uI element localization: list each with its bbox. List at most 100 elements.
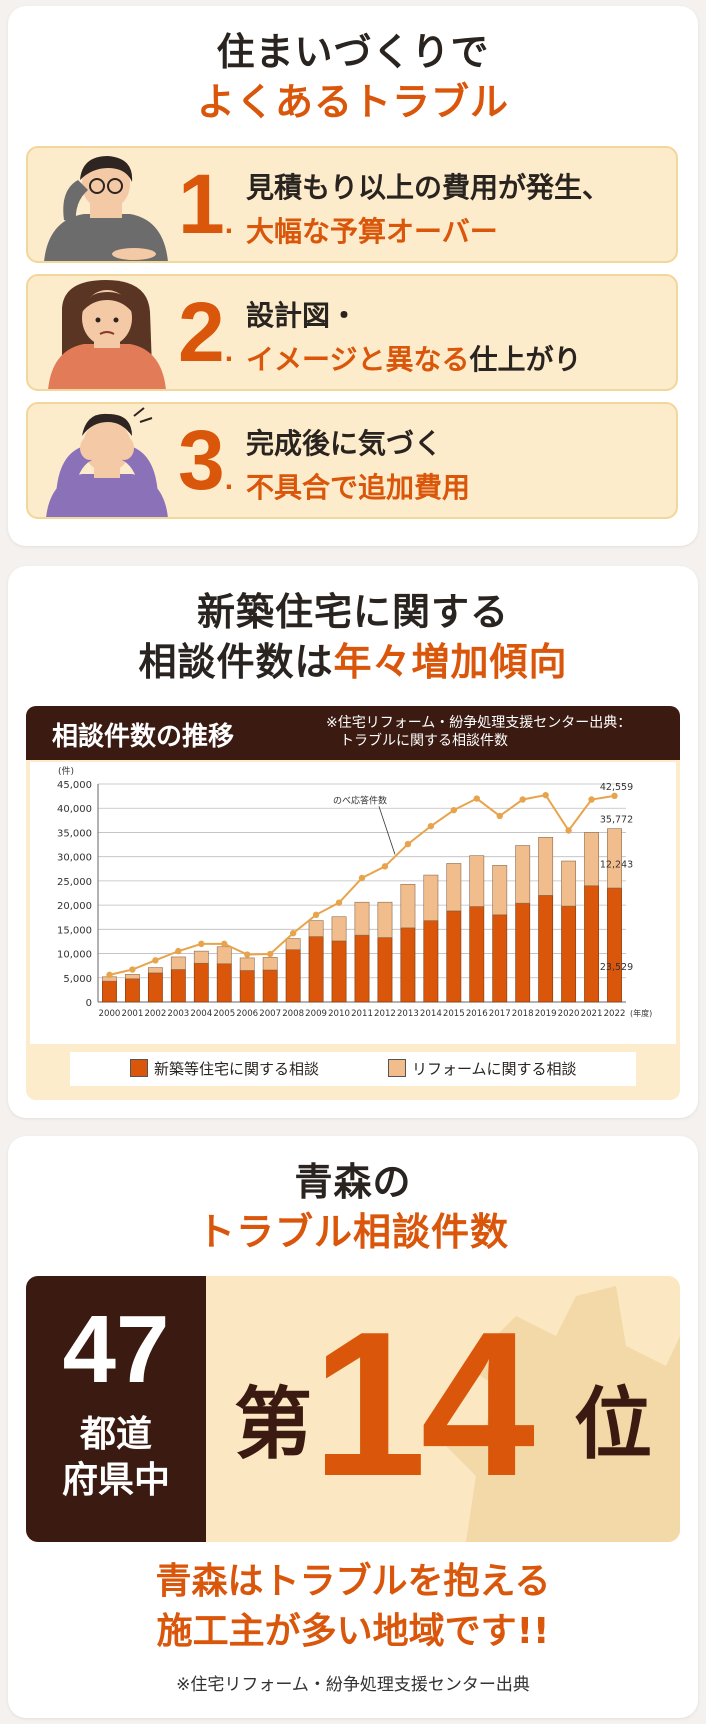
bar-reform-2009	[308, 920, 324, 937]
trouble-item-2: 2. 設計図・ イメージと異なる仕上がり	[26, 274, 678, 391]
closing-line2: 施工主が多い地域です!!	[156, 1611, 550, 1652]
bar-new-2022	[607, 887, 622, 1003]
bar-new-2001	[125, 978, 140, 1003]
consultation-chart: 0 5,000 10,000 15,000 20,000 25,000 30,000 35,0…	[30, 762, 676, 1044]
line-point-2022	[611, 792, 618, 800]
line-label-leader	[378, 806, 396, 855]
line-point-2006	[244, 951, 251, 958]
data-label-reform-last: 12,243	[600, 859, 633, 870]
trend-title-line1: 新築住宅に関する	[196, 590, 509, 634]
bar-new-2018	[515, 902, 531, 1003]
bar-reform-2010	[331, 916, 347, 942]
line-point-2008	[289, 930, 297, 937]
bar-new-2013	[400, 927, 416, 1003]
x-tick-label: 2005	[213, 1009, 235, 1019]
bar-reform-2008	[285, 938, 301, 950]
rank-panel: 47 都道 府県中 第 14 位	[26, 1276, 680, 1542]
bar-new-2000	[102, 980, 117, 1003]
bar-reform-2021	[584, 832, 599, 887]
x-tick-label: 2012	[374, 1009, 396, 1019]
trouble-1-line1: 見積もり以上の費用が発生、	[246, 171, 611, 204]
trouble-item-3: 3. 完成後に気づく 不具合で追加費用	[26, 402, 678, 519]
line-point-2002	[152, 957, 159, 964]
consultation-trend-card: 新築住宅に関する 相談件数は年々増加傾向 相談件数の推移 ※住宅リフォーム・紛争…	[8, 566, 698, 1118]
bar-reform-2019	[538, 836, 554, 896]
chart-title: 相談件数の推移	[52, 722, 235, 752]
line-point-2015	[450, 806, 458, 814]
x-tick-label: 2002	[144, 1009, 166, 1019]
line-point-2000	[106, 971, 113, 979]
bar-new-2009	[308, 936, 324, 1003]
line-point-2014	[427, 822, 435, 830]
bar-new-2021	[584, 885, 599, 1003]
x-tick-label: 2017	[489, 1009, 511, 1019]
line-point-2010	[335, 899, 343, 906]
y-tick-label: 25,000	[57, 877, 92, 888]
bar-reform-2007	[262, 957, 278, 971]
y-unit-label: (件)	[58, 765, 74, 777]
bar-new-2019	[538, 895, 554, 1003]
x-tick-label: 2008	[282, 1009, 304, 1019]
aomori-rank-card: 青森の トラブル相談件数 47 都道 府県中 第 14 位 青森はトラブルを抱え…	[8, 1136, 698, 1718]
chart-panel: 相談件数の推移 ※住宅リフォーム・紛争処理支援センター出典： トラブルに関する相…	[26, 706, 680, 1100]
head-in-hands-illustration	[46, 407, 168, 517]
trouble-2-line1: 設計図・	[246, 299, 359, 332]
bar-reform-2017	[492, 865, 508, 916]
line-point-2021	[588, 796, 595, 803]
bar-reform-2006	[239, 957, 255, 971]
y-tick-label: 0	[86, 998, 92, 1009]
x-tick-label: 2003	[167, 1009, 189, 1019]
line-point-2013	[404, 840, 412, 848]
x-tick-label: 2016	[466, 1009, 488, 1019]
x-tick-label: 2001	[121, 1009, 143, 1019]
bar-reform-2015	[446, 863, 462, 912]
chart-source: ※住宅リフォーム・紛争処理支援センター出典： トラブルに関する相談件数	[326, 715, 632, 749]
bar-new-2014	[423, 920, 439, 1003]
y-tick-label: 35,000	[57, 828, 92, 839]
bar-reform-2022	[607, 828, 622, 889]
x-tick-label: 2022	[604, 1009, 626, 1019]
legend-item-reform: リフォームに関する相談	[388, 1058, 577, 1079]
line-point-2009	[312, 911, 320, 918]
x-tick-label: 2013	[397, 1009, 419, 1019]
aomori-map-silhouette	[446, 1286, 680, 1542]
troubles-title-line1: 住まいづくりで	[216, 30, 490, 74]
line-point-2005	[221, 940, 228, 948]
bar-reform-2011	[354, 901, 370, 936]
bar-new-2004	[193, 962, 209, 1003]
x-tick-label: 2007	[259, 1009, 281, 1019]
bar-new-2002	[147, 972, 163, 1003]
x-unit-label: (年度)	[630, 1008, 652, 1018]
x-tick-label: 2020	[558, 1009, 580, 1019]
data-label-total-last: 35,772	[600, 815, 633, 826]
bar-reform-2012	[377, 901, 393, 938]
y-tick-label: 10,000	[57, 950, 92, 961]
bar-new-2008	[285, 949, 301, 1003]
line-point-2018	[519, 796, 526, 803]
trend-title-line2: 相談件数は年々増加傾向	[138, 640, 568, 684]
y-tick-label: 45,000	[57, 780, 92, 791]
x-tick-label: 2004	[190, 1009, 212, 1019]
bar-reform-2018	[515, 845, 531, 904]
bar-reform-2004	[193, 950, 209, 964]
line-point-2001	[129, 966, 136, 973]
bar-new-2015	[446, 910, 462, 1003]
line-series-label: のべ応答件数	[333, 794, 387, 806]
x-tick-label: 2015	[443, 1009, 465, 1019]
x-tick-label: 2019	[535, 1009, 557, 1019]
bar-new-2003	[170, 969, 186, 1003]
line-point-2019	[542, 791, 549, 799]
bar-new-2012	[377, 937, 393, 1003]
chart-legend: 新築等住宅に関する相談 リフォームに関する相談	[70, 1052, 636, 1086]
bar-new-2007	[262, 969, 278, 1003]
x-tick-label: 2021	[581, 1009, 603, 1019]
bar-new-2020	[561, 905, 577, 1003]
rank-title-line2: トラブル相談件数	[196, 1210, 509, 1254]
line-point-2003	[175, 947, 182, 955]
chart-header: 相談件数の推移 ※住宅リフォーム・紛争処理支援センター出典： トラブルに関する相…	[26, 706, 680, 760]
bar-reform-2002	[147, 967, 163, 974]
rank-number: 14	[312, 1289, 535, 1519]
worried-woman-illustration	[48, 280, 166, 389]
troubles-title-line2: よくあるトラブル	[196, 80, 509, 124]
x-tick-label: 2010	[328, 1009, 350, 1019]
